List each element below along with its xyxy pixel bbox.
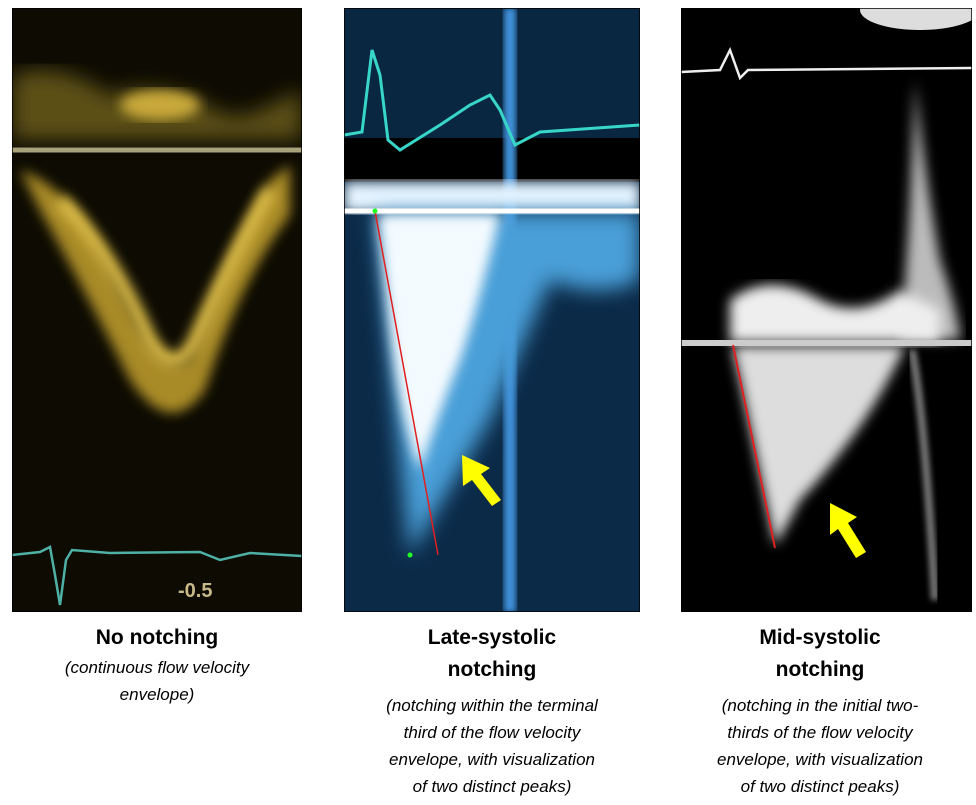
caption-text: of two distinct peaks) xyxy=(412,777,572,796)
caption-text: third of the flow velocity xyxy=(403,723,581,742)
caption-text: thirds of the flow velocity xyxy=(727,723,913,742)
caption-text: envelope, with visualization xyxy=(716,750,923,769)
caption-title: Mid-systolic xyxy=(759,626,881,649)
doppler-mid-systolic xyxy=(681,8,972,612)
caption-2: Late-systolic notching (notching within … xyxy=(330,622,654,800)
doppler-no-notching: -0.5 xyxy=(12,8,302,612)
images: -0.5 xyxy=(12,8,972,612)
caption-1: No notching (continuous flow velocity en… xyxy=(0,622,314,708)
caption-text: (notching in the initial two- xyxy=(721,696,919,715)
caption-text: (continuous flow velocity xyxy=(64,658,250,677)
caption-title: notching xyxy=(775,658,865,681)
caption-title: notching xyxy=(447,658,537,681)
caption-text: of two distinct peaks) xyxy=(740,777,900,796)
caption-title: No notching xyxy=(95,626,219,649)
caption-text: envelope, with visualization xyxy=(388,750,595,769)
caption-text: (notching within the terminal xyxy=(386,696,598,715)
caption-text: envelope) xyxy=(119,685,195,704)
caption-title: Late-systolic xyxy=(427,626,557,649)
caption-3: Mid-systolic notching (notching in the i… xyxy=(664,622,976,800)
doppler-late-systolic xyxy=(344,8,640,612)
image-label: -0.5 xyxy=(178,580,212,602)
